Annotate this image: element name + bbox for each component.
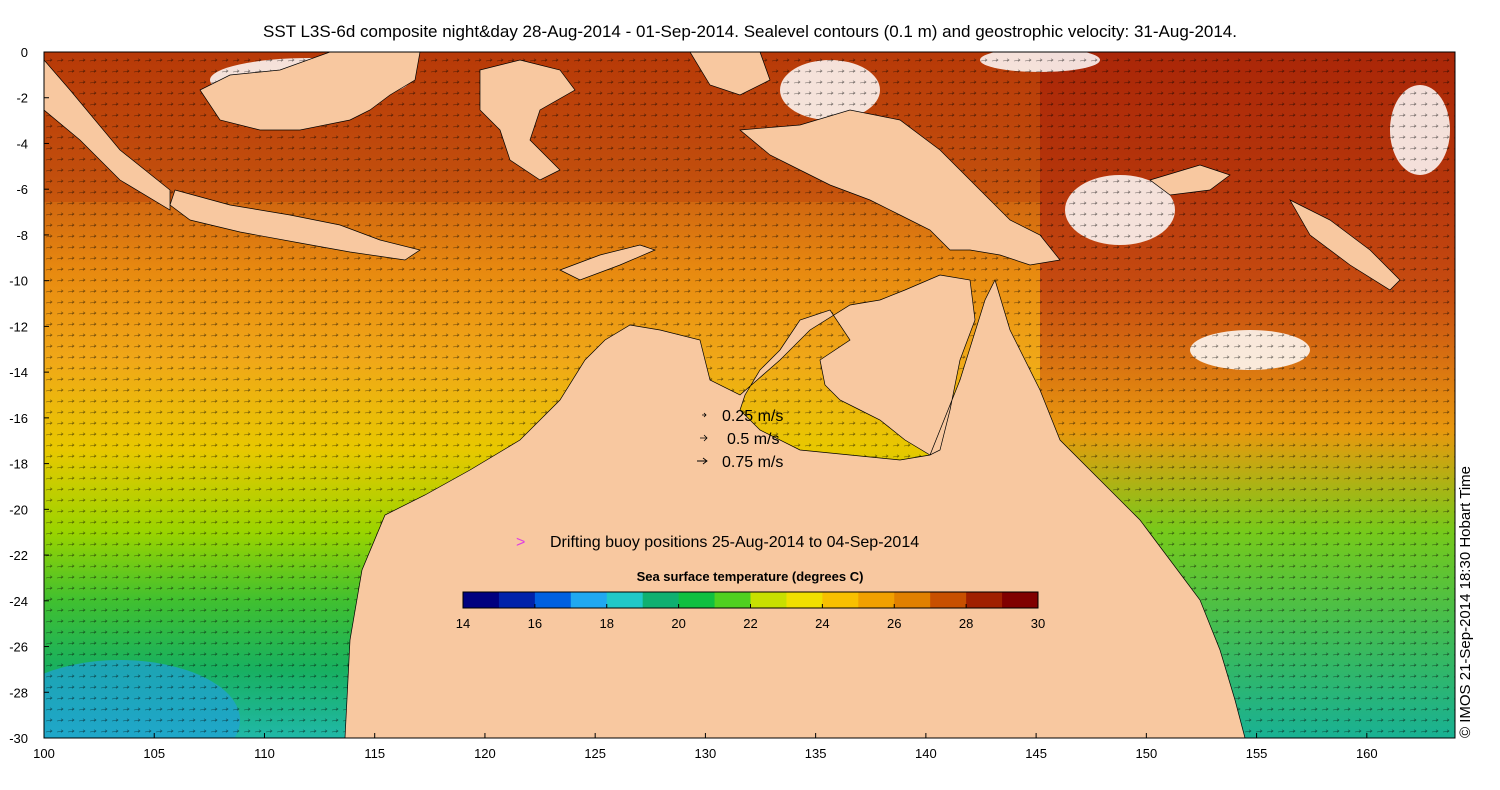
y-tick-label: 0 — [21, 45, 28, 60]
velocity-label-0: 0.25 m/s — [722, 408, 783, 425]
colorbar-ticks: 14 16 18 20 22 24 26 28 30 — [456, 604, 1045, 631]
colorbar-cell — [606, 592, 644, 608]
y-tick-label: -12 — [9, 319, 28, 334]
land-sulawesi — [479, 59, 576, 181]
colorbar-title: Sea surface temperature (degrees C) — [637, 569, 864, 584]
land-solomons — [1289, 199, 1401, 291]
x-tick-label: 110 — [254, 746, 275, 761]
buoy-symbol: > — [516, 534, 525, 551]
colorbar-cell — [714, 592, 751, 608]
x-tick-label: 115 — [364, 746, 385, 761]
velocity-label-2: 0.75 m/s — [722, 454, 783, 471]
land-new-britain — [1149, 164, 1231, 196]
land-java — [169, 189, 421, 261]
x-tick-label: 130 — [695, 746, 717, 761]
map-frame — [43, 51, 1456, 739]
y-tick-label: -18 — [9, 457, 28, 472]
velocity-legend-item: 0.25 m/s — [702, 408, 783, 425]
colorbar-cell — [858, 592, 895, 608]
colorbar-tick-label: 28 — [959, 616, 973, 631]
x-tick-label: 155 — [1246, 746, 1268, 761]
colorbar-cell — [822, 592, 859, 608]
land-australia — [344, 274, 1246, 738]
buoy-legend-label: Drifting buoy positions 25-Aug-2014 to 0… — [550, 534, 919, 551]
colorbar-tick-label: 18 — [600, 616, 614, 631]
velocity-arrow-1 — [700, 434, 708, 442]
x-tick-label: 135 — [805, 746, 827, 761]
land-timor — [559, 244, 656, 281]
colorbar-cell — [966, 592, 1003, 608]
velocity-legend-item: 0.75 m/s — [697, 454, 783, 471]
colorbar-tick-label: 30 — [1031, 616, 1045, 631]
velocity-label-1: 0.5 m/s — [727, 431, 779, 448]
x-tick-label: 150 — [1135, 746, 1157, 761]
colorbar-tick-label: 14 — [456, 616, 470, 631]
velocity-arrow-0 — [702, 412, 707, 418]
colorbar-tick-label: 24 — [815, 616, 829, 631]
colorbar-cell — [534, 592, 572, 608]
land-borneo — [199, 52, 421, 131]
credit-text: © IMOS 21-Sep-2014 18:30 Hobart Time — [1457, 466, 1474, 738]
velocity-arrow-2 — [697, 457, 708, 465]
y-tick-label: -16 — [9, 411, 28, 426]
y-tick-label: -4 — [16, 136, 28, 151]
y-axis: 0 -2 -4 -6 -8 -10 -12 -14 -16 -18 -20 -22 -24 -26 -28 -… — [9, 45, 49, 746]
y-tick-label: -14 — [9, 365, 28, 380]
velocity-legend-item: 0.5 m/s — [700, 431, 779, 448]
land-new-guinea — [739, 109, 1061, 266]
colorbar-cell — [642, 592, 680, 608]
y-tick-label: -10 — [9, 274, 28, 289]
y-tick-label: -20 — [9, 502, 28, 517]
colorbar-cell — [463, 592, 500, 608]
y-tick-label: -2 — [16, 91, 28, 106]
colorbar-cell — [894, 592, 931, 608]
land-masses — [44, 52, 1401, 738]
land-halmahera — [689, 52, 771, 96]
y-tick-label: -28 — [9, 685, 28, 700]
y-tick-label: -30 — [9, 731, 28, 746]
colorbar-cell — [930, 592, 967, 608]
colorbar-cell — [1002, 592, 1039, 608]
x-tick-label: 105 — [143, 746, 165, 761]
x-tick-label: 100 — [33, 746, 55, 761]
colorbar-cells — [463, 592, 1039, 608]
colorbar-tick-label: 22 — [743, 616, 757, 631]
velocity-legend: 0.25 m/s 0.5 m/s 0.75 m/s — [697, 408, 783, 471]
map-area — [44, 52, 1455, 738]
x-axis: 100 105 110 115 120 125 130 135 140 145 150 155 160 — [33, 733, 1378, 761]
colorbar-tick-label: 16 — [528, 616, 542, 631]
x-tick-label: 120 — [474, 746, 496, 761]
y-tick-label: -26 — [9, 640, 28, 655]
land-sumatra — [44, 59, 171, 211]
x-tick-label: 125 — [584, 746, 606, 761]
page-title: SST L3S-6d composite night&day 28-Aug-20… — [263, 22, 1237, 41]
y-tick-label: -22 — [9, 548, 28, 563]
colorbar-tick-label: 20 — [671, 616, 685, 631]
colorbar-cell — [570, 592, 608, 608]
x-tick-label: 145 — [1025, 746, 1047, 761]
colorbar-cell — [678, 592, 716, 608]
colorbar-cell — [498, 592, 536, 608]
colorbar-tick-label: 26 — [887, 616, 901, 631]
colorbar-cell — [786, 592, 823, 608]
x-tick-label: 140 — [915, 746, 937, 761]
y-tick-label: -8 — [16, 228, 28, 243]
buoy-legend: > Drifting buoy positions 25-Aug-2014 to… — [516, 534, 919, 551]
y-tick-label: -6 — [16, 182, 28, 197]
colorbar: Sea surface temperature (degrees C) 14 16… — [456, 569, 1045, 631]
x-tick-label: 160 — [1356, 746, 1378, 761]
colorbar-cell — [750, 592, 787, 608]
y-tick-label: -24 — [9, 594, 28, 609]
